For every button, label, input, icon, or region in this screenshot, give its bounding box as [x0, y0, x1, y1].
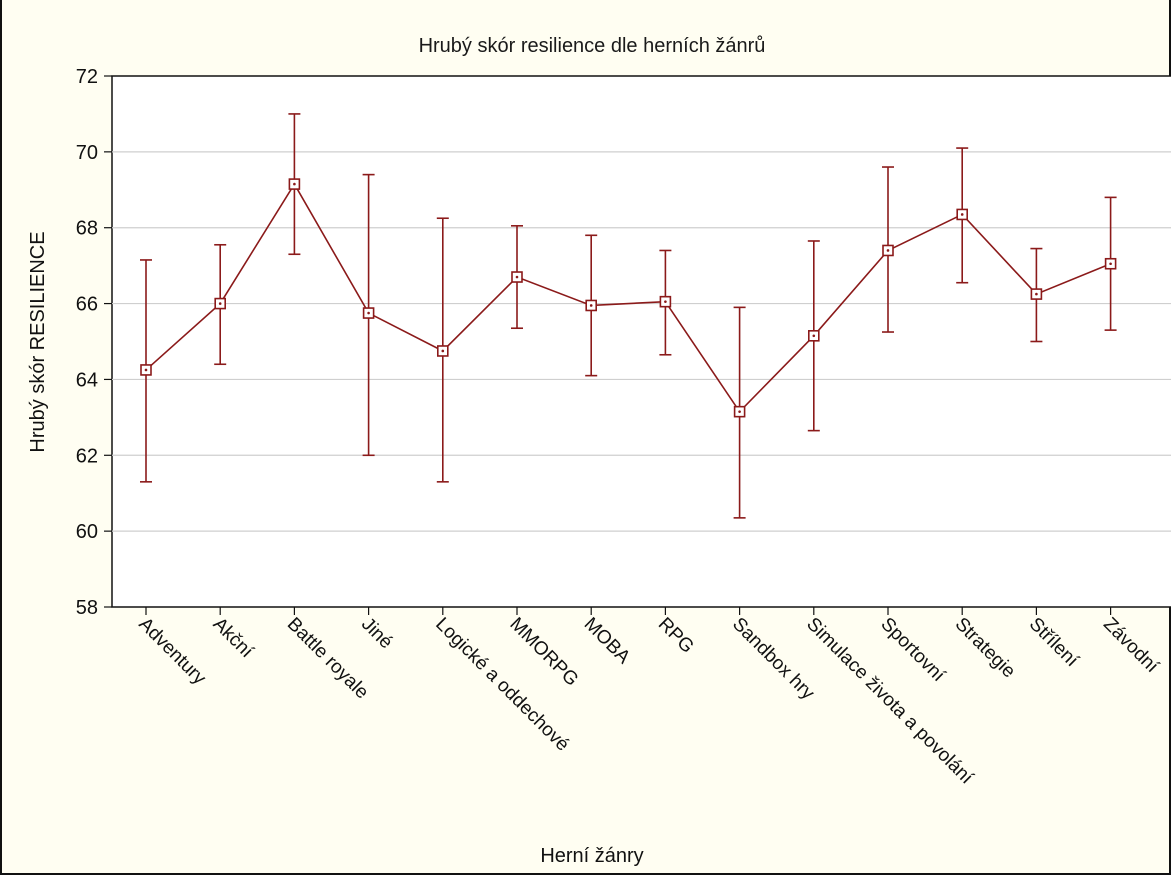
- x-tick-label: Střílení: [1025, 614, 1083, 672]
- y-tick-label: 66: [76, 294, 98, 316]
- y-tick-label: 60: [76, 521, 98, 543]
- x-tick-label: Adventury: [134, 614, 210, 690]
- y-tick-label: 58: [76, 597, 98, 619]
- x-tick-label: Strategie: [951, 614, 1020, 683]
- x-tick-label: MMORPG: [505, 614, 582, 691]
- data-point-center: [218, 302, 222, 305]
- y-tick-label: 68: [76, 218, 98, 240]
- data-point-center: [367, 311, 370, 315]
- x-tick-label: Logické a oddechové: [431, 614, 573, 756]
- x-tick-label: Sportovní: [876, 614, 949, 687]
- plot-area: [111, 75, 1171, 608]
- data-point-center: [589, 304, 593, 307]
- data-point-center: [1035, 292, 1038, 296]
- data-point-center: [1109, 262, 1112, 266]
- chart-title: Hrubý skór resilience dle herních žánrů: [419, 35, 766, 57]
- x-tick-label: RPG: [654, 614, 698, 658]
- data-point-center: [960, 213, 964, 216]
- data-point-center: [144, 368, 148, 372]
- y-axis-title: Hrubý skór RESILIENCE: [27, 231, 49, 452]
- series-line: [145, 182, 1111, 413]
- data-point-center: [738, 410, 741, 413]
- data-point-center: [293, 182, 296, 186]
- series-line-layer: [140, 113, 1117, 519]
- data-point-center: [812, 334, 816, 338]
- x-tick-label: Jiné: [357, 614, 396, 653]
- x-tick-label: Závodní: [1099, 614, 1163, 678]
- data-point-center: [515, 275, 519, 279]
- data-point-center: [886, 249, 890, 252]
- y-tick-label: 70: [76, 142, 98, 164]
- y-tick-label: 72: [76, 66, 98, 88]
- x-axis-title: Herní žánry: [540, 845, 643, 867]
- data-point-center: [441, 349, 445, 353]
- x-tick-label: MOBA: [580, 614, 635, 669]
- y-tick-label: 62: [76, 445, 98, 467]
- grid-lines: [112, 151, 1171, 532]
- data-point-center: [664, 300, 667, 303]
- x-tick-label: Akční: [209, 614, 258, 663]
- y-axis-ticks: 58 60 62 64 66 68 70 72: [76, 66, 112, 619]
- y-tick-label: 64: [76, 369, 98, 391]
